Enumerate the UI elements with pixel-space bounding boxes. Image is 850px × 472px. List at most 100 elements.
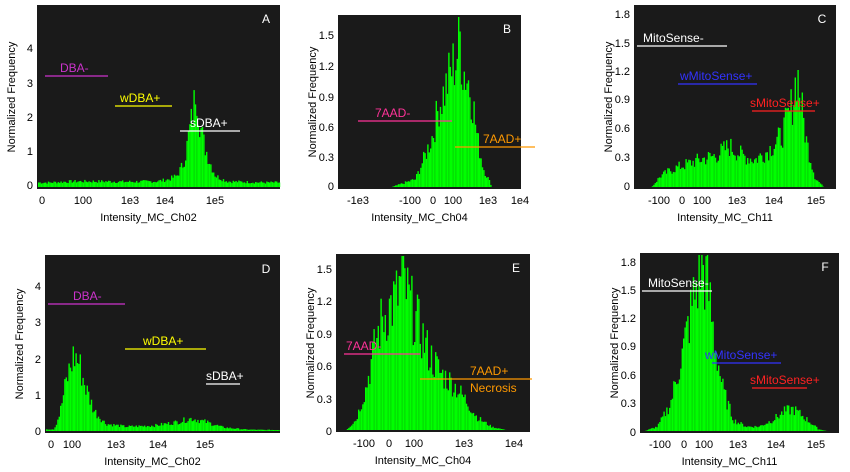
- histogram-bar: [716, 162, 718, 187]
- histogram-bar: [162, 425, 164, 431]
- histogram-bar: [39, 182, 41, 187]
- histogram-bar: [99, 418, 101, 431]
- histogram-bar: [352, 423, 354, 430]
- histogram-bar: [359, 411, 361, 430]
- histogram-bar: [771, 423, 773, 431]
- histogram-bar: [814, 425, 816, 431]
- histogram-bar: [403, 184, 405, 187]
- histogram-bar: [267, 429, 269, 431]
- histogram-bar: [126, 181, 128, 187]
- histogram-bar: [653, 184, 655, 187]
- histogram-bar: [451, 76, 453, 187]
- x-tick-label: 0: [48, 439, 54, 451]
- y-tick-label: 0.9: [317, 329, 332, 341]
- histogram-bar: [388, 298, 391, 430]
- histogram-bar: [449, 372, 451, 430]
- histogram-bar: [161, 181, 163, 187]
- histogram-bar: [396, 185, 398, 187]
- histogram-bar: [432, 374, 434, 430]
- histogram-bar: [233, 428, 235, 431]
- histogram-bar: [431, 136, 433, 187]
- histogram-bar: [115, 182, 117, 187]
- histogram-bar: [665, 173, 668, 187]
- histogram-bar: [660, 177, 662, 187]
- y-tick-label: 0: [630, 427, 636, 439]
- x-tick-label: 1e5: [206, 195, 224, 207]
- x-tick-label: 1e3: [107, 439, 125, 451]
- histogram-bar: [765, 423, 767, 431]
- histogram-bar: [53, 181, 55, 187]
- histogram-bar: [754, 159, 756, 187]
- histogram-bar: [821, 184, 823, 187]
- histogram-bar: [351, 425, 353, 430]
- histogram-bar: [458, 393, 461, 430]
- histogram-bar: [465, 403, 468, 430]
- histogram-bar: [666, 407, 668, 431]
- histogram-bar: [734, 419, 737, 431]
- y-tick-label: 0.3: [621, 398, 636, 410]
- histogram-bar: [45, 182, 47, 187]
- histogram-bar: [707, 152, 710, 187]
- gate-label: MitoSense-: [643, 31, 704, 45]
- histogram-bar: [71, 182, 73, 187]
- histogram-bar: [112, 182, 114, 187]
- histogram-bar: [422, 323, 424, 430]
- histogram-bar: [43, 182, 45, 187]
- histogram-bar: [467, 80, 470, 187]
- panel-letter: B: [503, 22, 511, 36]
- panel-letter: F: [821, 260, 828, 274]
- histogram-bar: [811, 424, 814, 431]
- histogram-bar: [774, 420, 776, 431]
- x-tick-label: -100: [648, 195, 670, 207]
- histogram-bar: [783, 117, 785, 187]
- histogram-bar: [722, 378, 724, 431]
- histogram-bar: [729, 403, 731, 431]
- histogram-bar: [229, 181, 232, 187]
- histogram-bar: [801, 92, 803, 187]
- histogram-bar: [769, 146, 771, 187]
- histogram-bar: [804, 421, 807, 431]
- histogram-bar: [207, 420, 209, 431]
- histogram-bar: [719, 155, 721, 187]
- histogram-bar: [678, 161, 680, 187]
- histogram-bar: [661, 174, 663, 187]
- histogram-bar: [747, 158, 749, 187]
- histogram-bar: [60, 405, 62, 431]
- histogram-bar: [720, 382, 723, 431]
- histogram-bar: [440, 372, 442, 430]
- histogram-bar: [61, 403, 63, 431]
- y-tick-label: 3: [35, 317, 41, 329]
- histogram-bar: [254, 429, 256, 431]
- y-tick-label: 1.2: [317, 296, 332, 308]
- histogram-bar: [144, 180, 146, 187]
- histogram-bar: [248, 183, 250, 187]
- histogram-bar: [768, 421, 770, 431]
- histogram-bar: [823, 430, 825, 431]
- histogram-bar: [784, 107, 787, 187]
- histogram-bar: [106, 425, 108, 431]
- histogram-bar: [277, 182, 279, 187]
- histogram-bar: [702, 265, 704, 431]
- histogram-bar: [475, 415, 477, 430]
- histogram-bar: [108, 180, 110, 187]
- histogram-bar: [474, 124, 477, 187]
- histogram-bar: [42, 183, 44, 187]
- histogram-bar: [450, 377, 452, 430]
- histogram-bar: [818, 429, 821, 431]
- histogram-bar: [460, 385, 462, 430]
- y-tick-label: 0: [27, 180, 33, 192]
- histogram-bar: [391, 325, 393, 430]
- histogram-bar: [713, 352, 716, 431]
- histogram-bar: [400, 183, 402, 187]
- histogram-bar: [674, 172, 676, 187]
- histogram-bar: [134, 182, 136, 187]
- histogram-bar: [677, 383, 679, 431]
- y-tick-label: 0: [624, 181, 630, 193]
- histogram-bar: [116, 183, 118, 187]
- histogram-bar: [222, 426, 224, 431]
- histogram-bar: [725, 389, 727, 431]
- histogram-bar: [177, 424, 179, 431]
- histogram-bar: [201, 127, 204, 187]
- histogram-bar: [797, 70, 799, 187]
- histogram-bar: [165, 423, 167, 431]
